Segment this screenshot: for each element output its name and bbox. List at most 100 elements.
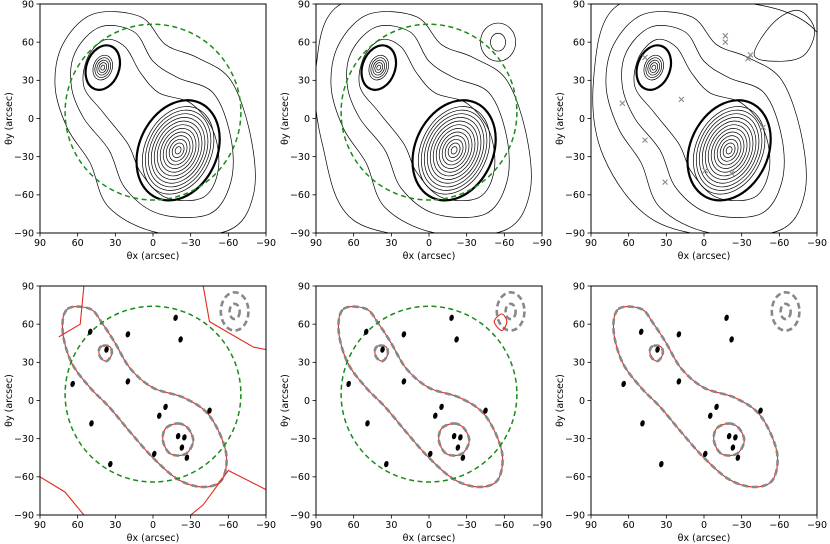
contour-small-2 [649, 62, 659, 73]
cross-marker-7 [760, 124, 766, 131]
contour-main-9 [426, 117, 482, 184]
plot-area-top-right [592, 4, 817, 233]
galaxy-3 [655, 346, 660, 353]
y-tick-label: −90 [14, 228, 34, 239]
contour-main-3 [168, 139, 188, 162]
x-tick-label: −90 [532, 520, 552, 531]
contour-outer-2 [346, 25, 510, 218]
contour-sub-inner [490, 32, 506, 52]
axes-frame [39, 285, 267, 516]
y-tick-label: 30 [298, 76, 310, 87]
x-tick-label: 90 [310, 238, 322, 249]
contour-outermost [592, 4, 817, 233]
y-tick-label: −90 [14, 510, 34, 521]
y-tick-label: 0 [579, 114, 585, 125]
y-tick-label: −60 [290, 190, 310, 201]
y-tick-label: 90 [298, 281, 310, 292]
galaxy-3 [104, 346, 109, 353]
y-tick-label: 30 [298, 358, 310, 369]
contour-small-bold [84, 44, 122, 91]
critical-curve-outer [337, 306, 504, 488]
galaxy-1 [70, 380, 75, 388]
cross-marker-9 [747, 51, 754, 58]
x-tick-label: 30 [109, 238, 121, 249]
plot-area-bottom-left [40, 286, 266, 515]
y-tick-label: 30 [22, 358, 34, 369]
y-tick-label: −30 [14, 152, 34, 163]
galaxy-7 [384, 460, 389, 468]
y-tick-label: 30 [573, 358, 585, 369]
contour-main-6 [159, 128, 197, 173]
galaxy-10 [758, 407, 763, 414]
contour-outer-3 [54, 11, 256, 233]
contour-main-4 [441, 135, 467, 166]
galaxy-1 [346, 380, 351, 388]
model-ring-inner [228, 302, 241, 321]
model-curve-inner [712, 422, 746, 457]
y-tick-label: 90 [22, 281, 34, 292]
contour-main-1 [174, 146, 182, 155]
x-tick-label: 60 [623, 520, 635, 531]
cross-marker-5 [702, 167, 709, 174]
galaxy-2 [87, 328, 93, 335]
galaxy-6 [89, 420, 94, 427]
y-tick-label: −60 [565, 472, 585, 483]
y-axis-label: θy (arcsec) [4, 374, 15, 427]
y-axis-label: θy (arcsec) [555, 92, 566, 145]
critical-curve-outer [61, 306, 228, 488]
contour-outer-3 [330, 11, 532, 233]
galaxy-17 [163, 403, 168, 411]
contour-main-7 [707, 124, 751, 177]
x-tick-label: 30 [660, 520, 672, 531]
galaxy-15 [184, 454, 190, 461]
galaxy-4 [401, 331, 407, 338]
x-tick-label: 30 [385, 238, 397, 249]
galaxy-11 [702, 450, 708, 458]
x-tick-label: 30 [660, 238, 672, 249]
contour-outermost [316, 4, 392, 233]
y-tick-label: −30 [565, 152, 585, 163]
contour-main-9 [701, 117, 757, 184]
contour-main-10 [423, 113, 485, 188]
contour-main-8 [153, 120, 203, 180]
x-tick-label: 60 [72, 238, 84, 249]
galaxy-9 [729, 336, 734, 343]
contour-small-bold [635, 44, 673, 91]
contour-main-5 [162, 131, 194, 169]
x-tick-label: 90 [585, 238, 597, 249]
contour-main-10 [698, 113, 760, 188]
x-tick-label: 90 [585, 520, 597, 531]
plot-area-bottom-right [612, 291, 801, 489]
contour-outer-3 [605, 11, 807, 233]
critical-caustic-bl [40, 476, 85, 515]
cross-marker-2 [642, 137, 648, 144]
x-tick-label: −60 [218, 238, 238, 249]
y-tick-label: −90 [565, 228, 585, 239]
y-tick-label: −30 [14, 434, 34, 445]
panel-top-right: 90 90 60 60 30 30 0 0 −30 −30 −60 −60 −90 −90 θx (arcs… [555, 0, 827, 262]
contour-outer-2 [70, 25, 234, 218]
axes-frame [590, 285, 818, 516]
x-tick-label: −90 [256, 238, 276, 249]
plot-area-top-left [54, 11, 256, 233]
galaxy-8 [724, 314, 729, 321]
x-tick-label: 90 [34, 520, 46, 531]
x-tick-label: −30 [181, 520, 201, 531]
x-tick-label: −30 [732, 520, 752, 531]
contour-small-2 [374, 62, 384, 73]
contour-main-3 [444, 139, 464, 162]
plot-area-top-middle [316, 4, 532, 233]
galaxy-14 [455, 444, 461, 451]
critical-caustic-tl [58, 286, 85, 338]
galaxy-16 [432, 412, 438, 419]
y-tick-label: −30 [290, 152, 310, 163]
y-tick-label: 60 [573, 37, 585, 48]
model-ring-inner [779, 302, 792, 321]
y-tick-label: −30 [290, 434, 310, 445]
y-tick-label: −90 [290, 510, 310, 521]
galaxy-13 [182, 434, 187, 441]
cross-marker-8 [745, 55, 751, 62]
galaxy-16 [707, 412, 713, 419]
cross-marker-1 [619, 100, 626, 107]
galaxy-7 [659, 460, 664, 468]
